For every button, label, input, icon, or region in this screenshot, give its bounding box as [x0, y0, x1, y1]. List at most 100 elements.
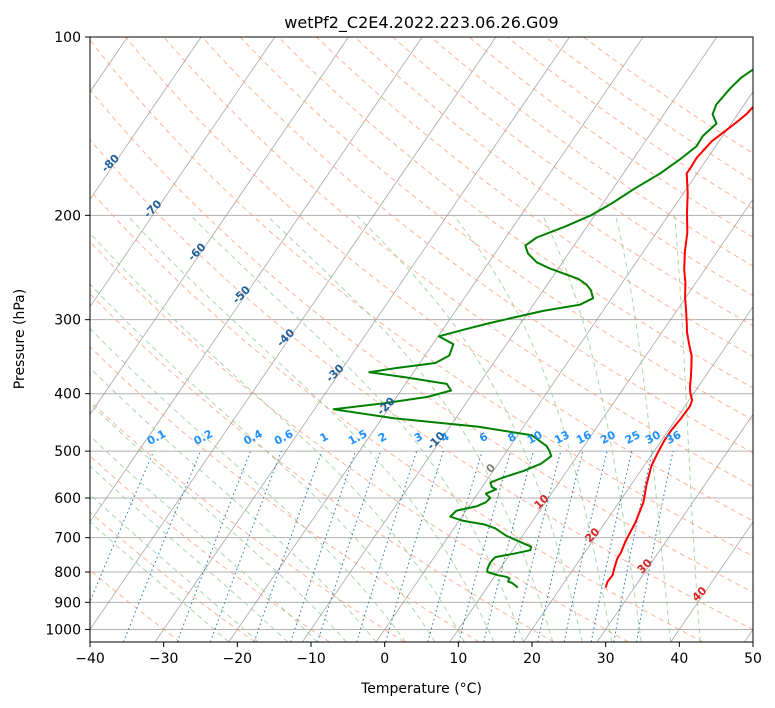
isotherm-line	[375, 91, 753, 642]
mixing-ratio-label: 0.4	[241, 427, 265, 448]
mixing-ratio-label: 30	[643, 428, 663, 447]
mixing-ratio-label: 0.6	[272, 427, 296, 448]
dry-adiabat-line	[90, 399, 405, 642]
dry-adiabat-line	[90, 88, 753, 593]
dry-adiabat-line	[90, 293, 554, 642]
mixing-ratio-label: 6	[477, 430, 490, 445]
x-tick-label: 20	[523, 651, 541, 667]
moist-adiabat-line	[90, 435, 318, 642]
mixing-ratio-line	[537, 450, 584, 642]
temperature-label: 40	[689, 584, 709, 604]
isotherm-line	[90, 37, 497, 631]
dry-adiabat-line	[545, 37, 753, 182]
mixing-ratio-line	[176, 450, 251, 642]
mixing-ratio-label: 16	[574, 428, 594, 447]
x-tick-label: −20	[223, 651, 253, 667]
temperature-label: -20	[375, 394, 398, 417]
isotherm-line	[90, 37, 276, 308]
moist-adiabat-line	[126, 214, 495, 642]
profile-lines	[332, 68, 753, 589]
temperature-label: 30	[635, 556, 655, 576]
y-tick-label: 1000	[45, 622, 81, 638]
moist-adiabat-line	[90, 521, 230, 642]
mixing-ratio-label: 0.2	[192, 427, 215, 448]
mixing-ratio-line	[427, 450, 483, 642]
dry-adiabat-line	[90, 240, 629, 642]
isotherm-line	[90, 37, 349, 416]
mixing-ratio-line	[90, 450, 155, 603]
dry-adiabat-line	[90, 139, 753, 630]
background-lines	[90, 37, 753, 642]
y-tick-label: 500	[54, 444, 81, 460]
mixing-ratio-line	[385, 450, 444, 642]
dry-adiabat-line	[90, 455, 330, 642]
dewpoint-profile-line	[332, 68, 753, 589]
y-tick-label: 700	[54, 531, 81, 547]
temperature-label: -100	[15, 51, 44, 80]
mixing-ratio-line	[636, 450, 674, 642]
temperature-label: 20	[582, 525, 602, 545]
mixing-ratio-label: 1.5	[346, 427, 369, 448]
dry-adiabat-line	[90, 39, 753, 557]
x-tick-label: 0	[380, 651, 389, 667]
mixing-ratio-line	[613, 450, 653, 642]
moist-adiabat-line	[90, 367, 377, 642]
isotherm-line	[90, 37, 423, 523]
dry-adiabat-line	[430, 37, 753, 267]
dry-adiabat-line	[125, 37, 753, 522]
dry-adiabat-line	[468, 37, 753, 238]
dry-adiabat-line	[392, 37, 753, 297]
mixing-ratio-line	[209, 450, 282, 642]
mixing-ratio-label: 10	[525, 428, 545, 447]
moist-adiabat-line	[674, 215, 701, 642]
isotherm-line	[744, 628, 753, 642]
mixing-ratio-line	[290, 450, 357, 642]
mixing-ratio-line	[563, 450, 608, 642]
isotherm-line	[90, 37, 202, 200]
moist-adiabat-line	[90, 283, 436, 642]
moist-adiabat-line	[90, 465, 289, 642]
moist-adiabat-line	[190, 214, 524, 642]
moist-adiabat-line	[90, 232, 465, 642]
dry-adiabat-line	[163, 37, 753, 488]
x-tick-label: −40	[75, 651, 105, 667]
chart-title: wetPf2_C2E4.2022.223.06.26.G09	[284, 13, 558, 33]
moist-adiabat-line	[615, 215, 672, 642]
y-tick-label: 300	[54, 313, 81, 329]
temperature-label: -60	[185, 240, 208, 263]
y-tick-label: 400	[54, 387, 81, 403]
moist-adiabat-line	[266, 214, 554, 642]
dry-adiabat-line	[90, 511, 256, 642]
temperature-label: -80	[99, 151, 122, 174]
mixing-ratio-label: 25	[623, 428, 643, 447]
isotherm-line	[670, 521, 753, 642]
mixing-ratio-label: 2	[376, 430, 389, 445]
y-tick-label: 600	[54, 491, 81, 507]
mixing-ratio-line	[317, 450, 381, 642]
mixing-ratio-label: 3	[412, 430, 425, 445]
mixing-ratio-label: 20	[598, 428, 618, 447]
y-tick-label: 100	[54, 30, 81, 46]
temperature-label: -30	[323, 361, 346, 384]
temperature-label: -40	[274, 326, 297, 349]
mixing-ratio-label: 1	[318, 430, 331, 445]
dry-adiabat-line	[201, 37, 753, 454]
dry-adiabat-line	[90, 345, 480, 642]
x-tick-label: 50	[744, 651, 762, 667]
y-tick-label: 900	[54, 595, 81, 611]
dry-adiabat-line	[90, 189, 704, 642]
x-tick-label: −30	[149, 651, 179, 667]
dry-adiabat-line	[239, 37, 753, 421]
moist-adiabat-line	[542, 215, 642, 642]
dry-adiabat-line	[278, 37, 753, 389]
x-tick-label: 30	[597, 651, 615, 667]
mixing-ratio-label: 0.1	[145, 427, 168, 448]
isotherm-line	[154, 37, 570, 642]
mixing-ratio-line	[513, 450, 562, 642]
mixing-ratio-line	[122, 450, 201, 642]
isotherm-line	[449, 198, 753, 642]
y-axis-title: Pressure (hPa)	[12, 289, 28, 389]
moist-adiabat-line	[90, 494, 259, 642]
mixing-ratio-line	[356, 450, 418, 642]
